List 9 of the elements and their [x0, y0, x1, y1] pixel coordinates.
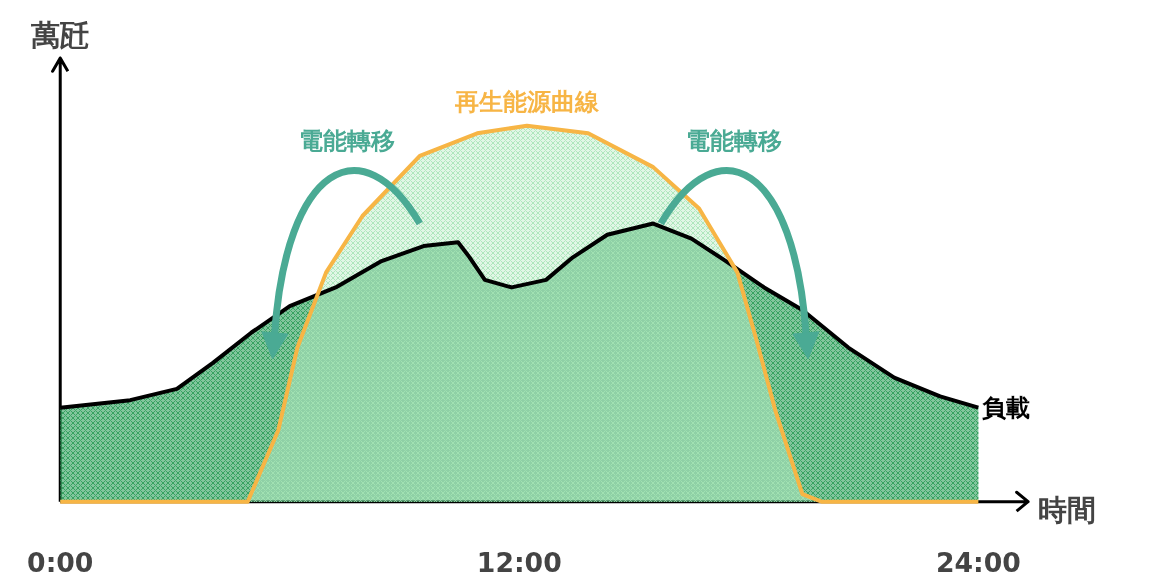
x-tick-label: 12:00: [476, 546, 562, 578]
x-tick-label: 0:00: [27, 546, 94, 578]
y-axis-title: 萬瓩: [30, 18, 90, 53]
series-label: 負載: [982, 393, 1031, 422]
annotation: 電能轉移: [685, 126, 782, 155]
x-tick-label: 24:00: [935, 546, 1021, 578]
series-label: 再生能源曲線: [453, 87, 600, 116]
x-axis-title: 時間: [1038, 492, 1097, 527]
annotation: 電能轉移: [299, 126, 396, 155]
